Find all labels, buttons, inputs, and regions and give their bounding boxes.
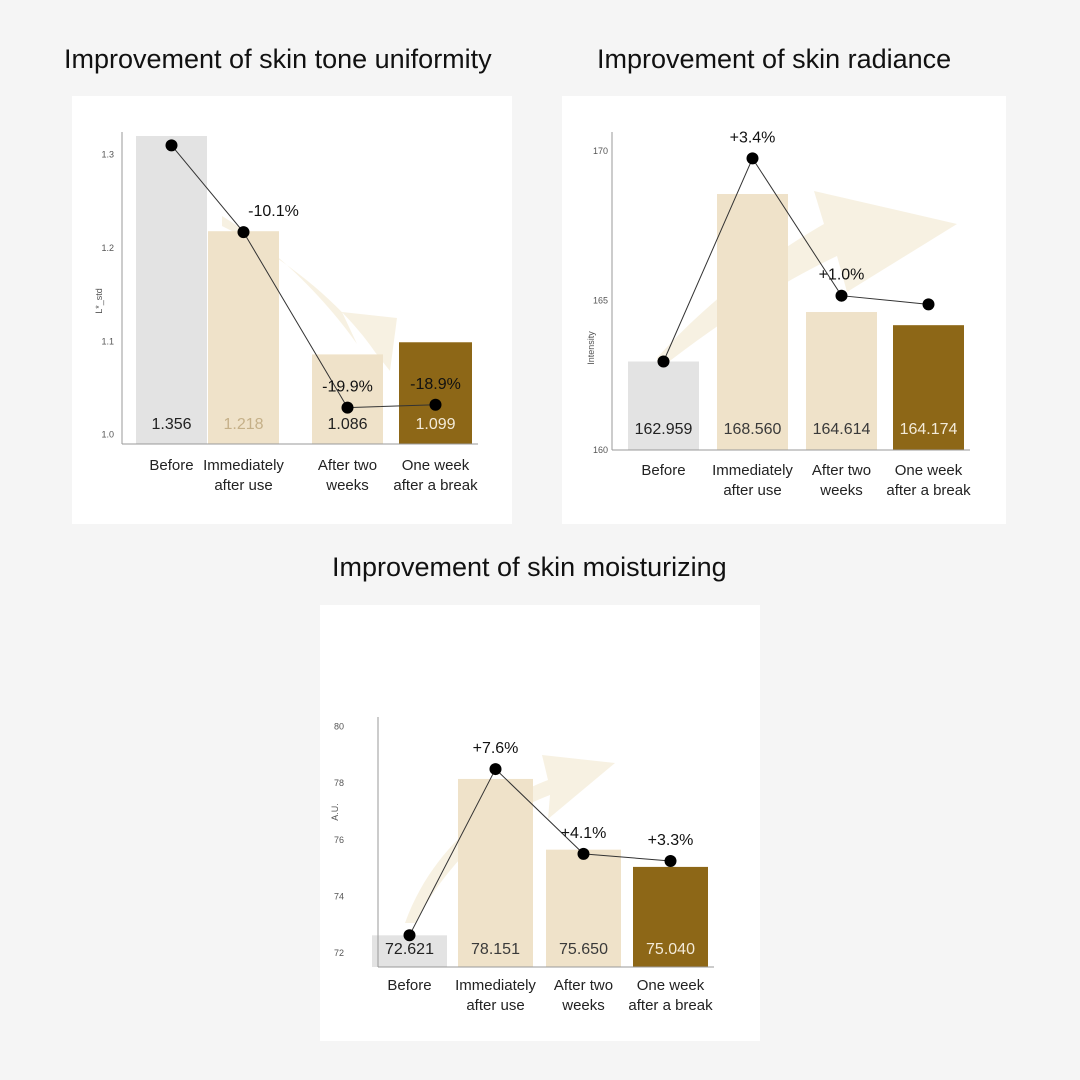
category-label: Before xyxy=(387,977,431,994)
value-label: 75.040 xyxy=(646,941,695,958)
bar xyxy=(628,361,699,450)
change-label: -18.9% xyxy=(410,376,461,393)
value-label: 75.650 xyxy=(559,941,608,958)
category-label: weeks xyxy=(325,477,369,494)
chart-title-radiance: Improvement of skin radiance xyxy=(597,44,952,74)
chart-panel-tone: 1.0 1.1 1.2 1.3 L*_std 1.356 1.218 1.086 1.099 Be… xyxy=(72,96,512,524)
trend-marker xyxy=(403,929,416,942)
trend-marker xyxy=(664,854,677,867)
category-label: Immediately xyxy=(203,457,284,474)
trend-marker xyxy=(489,763,502,776)
value-label: 164.174 xyxy=(900,421,958,438)
y-tick-label: 1.3 xyxy=(101,150,114,160)
change-label: -10.1% xyxy=(248,203,299,220)
trend-marker xyxy=(429,398,442,411)
trend-marker xyxy=(237,226,250,239)
y-tick-label: 74 xyxy=(334,891,344,901)
value-label: 1.356 xyxy=(151,416,191,433)
category-label: Before xyxy=(641,462,685,479)
trend-marker xyxy=(165,139,178,152)
bar xyxy=(136,136,207,444)
y-tick-label: 76 xyxy=(334,835,344,845)
category-label: after use xyxy=(214,477,272,494)
chart-title-moisturizing: Improvement of skin moisturizing xyxy=(332,552,727,582)
chart-panel-moisturizing: 72 74 76 78 80 A.U. 72.621 78.151 75.650 75.040 Be… xyxy=(320,605,760,1041)
y-tick-label: 72 xyxy=(334,948,344,958)
category-label: After two xyxy=(318,457,377,474)
change-label: +1.0% xyxy=(819,267,865,284)
category-label: Immediately xyxy=(712,462,793,479)
trend-marker xyxy=(657,355,670,368)
trend-line xyxy=(171,145,436,409)
trend-marker xyxy=(577,847,590,860)
change-label: +3.4% xyxy=(730,129,776,146)
bar xyxy=(633,866,708,967)
category-label: after a break xyxy=(393,477,478,494)
decorative-arrow xyxy=(657,191,957,371)
trend-marker xyxy=(746,152,759,165)
chart-tone-svg: 1.0 1.1 1.2 1.3 L*_std 1.356 1.218 1.086 1.099 Be… xyxy=(94,132,478,494)
trend-line xyxy=(663,157,929,362)
bar xyxy=(546,849,621,967)
category-label: after use xyxy=(466,997,524,1014)
y-axis-label: L*_std xyxy=(94,288,104,314)
chart-radiance-svg: 160 165 170 Intensity 162.959 168.560 164.614 1… xyxy=(586,129,971,499)
category-label: after a break xyxy=(628,997,713,1014)
category-label: One week xyxy=(637,977,705,994)
trend-line xyxy=(409,768,671,936)
y-tick-label: 80 xyxy=(334,722,344,732)
bar xyxy=(806,312,877,450)
y-tick-label: 160 xyxy=(593,445,608,455)
chart-moisturizing-svg: 72 74 76 78 80 A.U. 72.621 78.151 75.650 75.040 Be… xyxy=(330,717,714,1014)
y-tick-label: 1.1 xyxy=(101,336,114,346)
value-label: 164.614 xyxy=(813,421,871,438)
category-label: One week xyxy=(895,462,963,479)
bar xyxy=(312,354,383,444)
change-label: -19.9% xyxy=(322,379,373,396)
trend-marker xyxy=(341,401,354,414)
y-tick-label: 1.2 xyxy=(101,243,114,253)
value-label: 168.560 xyxy=(724,421,782,438)
category-label: After two xyxy=(812,462,871,479)
value-label: 78.151 xyxy=(471,941,520,958)
y-tick-label: 78 xyxy=(334,778,344,788)
bar xyxy=(208,231,279,444)
y-tick-label: 1.0 xyxy=(101,430,114,440)
y-tick-label: 170 xyxy=(593,146,608,156)
value-label: 1.218 xyxy=(223,416,263,433)
category-label: weeks xyxy=(819,482,863,499)
change-label: +4.1% xyxy=(561,825,607,842)
y-axis-label: A.U. xyxy=(330,803,340,821)
change-label: +3.3% xyxy=(648,832,694,849)
change-label: +7.6% xyxy=(473,740,519,757)
category-label: After two xyxy=(554,977,613,994)
value-label: 1.099 xyxy=(415,416,455,433)
y-axis-label: Intensity xyxy=(586,331,596,365)
category-label: One week xyxy=(402,457,470,474)
value-label: 72.621 xyxy=(385,941,434,958)
value-label: 162.959 xyxy=(635,421,693,438)
chart-title-tone: Improvement of skin tone uniformity xyxy=(64,44,492,74)
chart-panel-radiance: 160 165 170 Intensity 162.959 168.560 164.614 1… xyxy=(562,96,1006,524)
bar xyxy=(893,325,964,450)
y-tick-label: 165 xyxy=(593,295,608,305)
category-label: after a break xyxy=(886,482,971,499)
value-label: 1.086 xyxy=(327,416,367,433)
category-label: Before xyxy=(149,457,193,474)
trend-marker xyxy=(835,289,848,302)
category-label: weeks xyxy=(561,997,605,1014)
trend-marker xyxy=(922,298,935,311)
bar xyxy=(458,778,533,967)
bar xyxy=(717,194,788,450)
category-label: after use xyxy=(723,482,781,499)
bar xyxy=(399,342,472,444)
category-label: Immediately xyxy=(455,977,536,994)
decorative-arrow xyxy=(405,755,615,923)
